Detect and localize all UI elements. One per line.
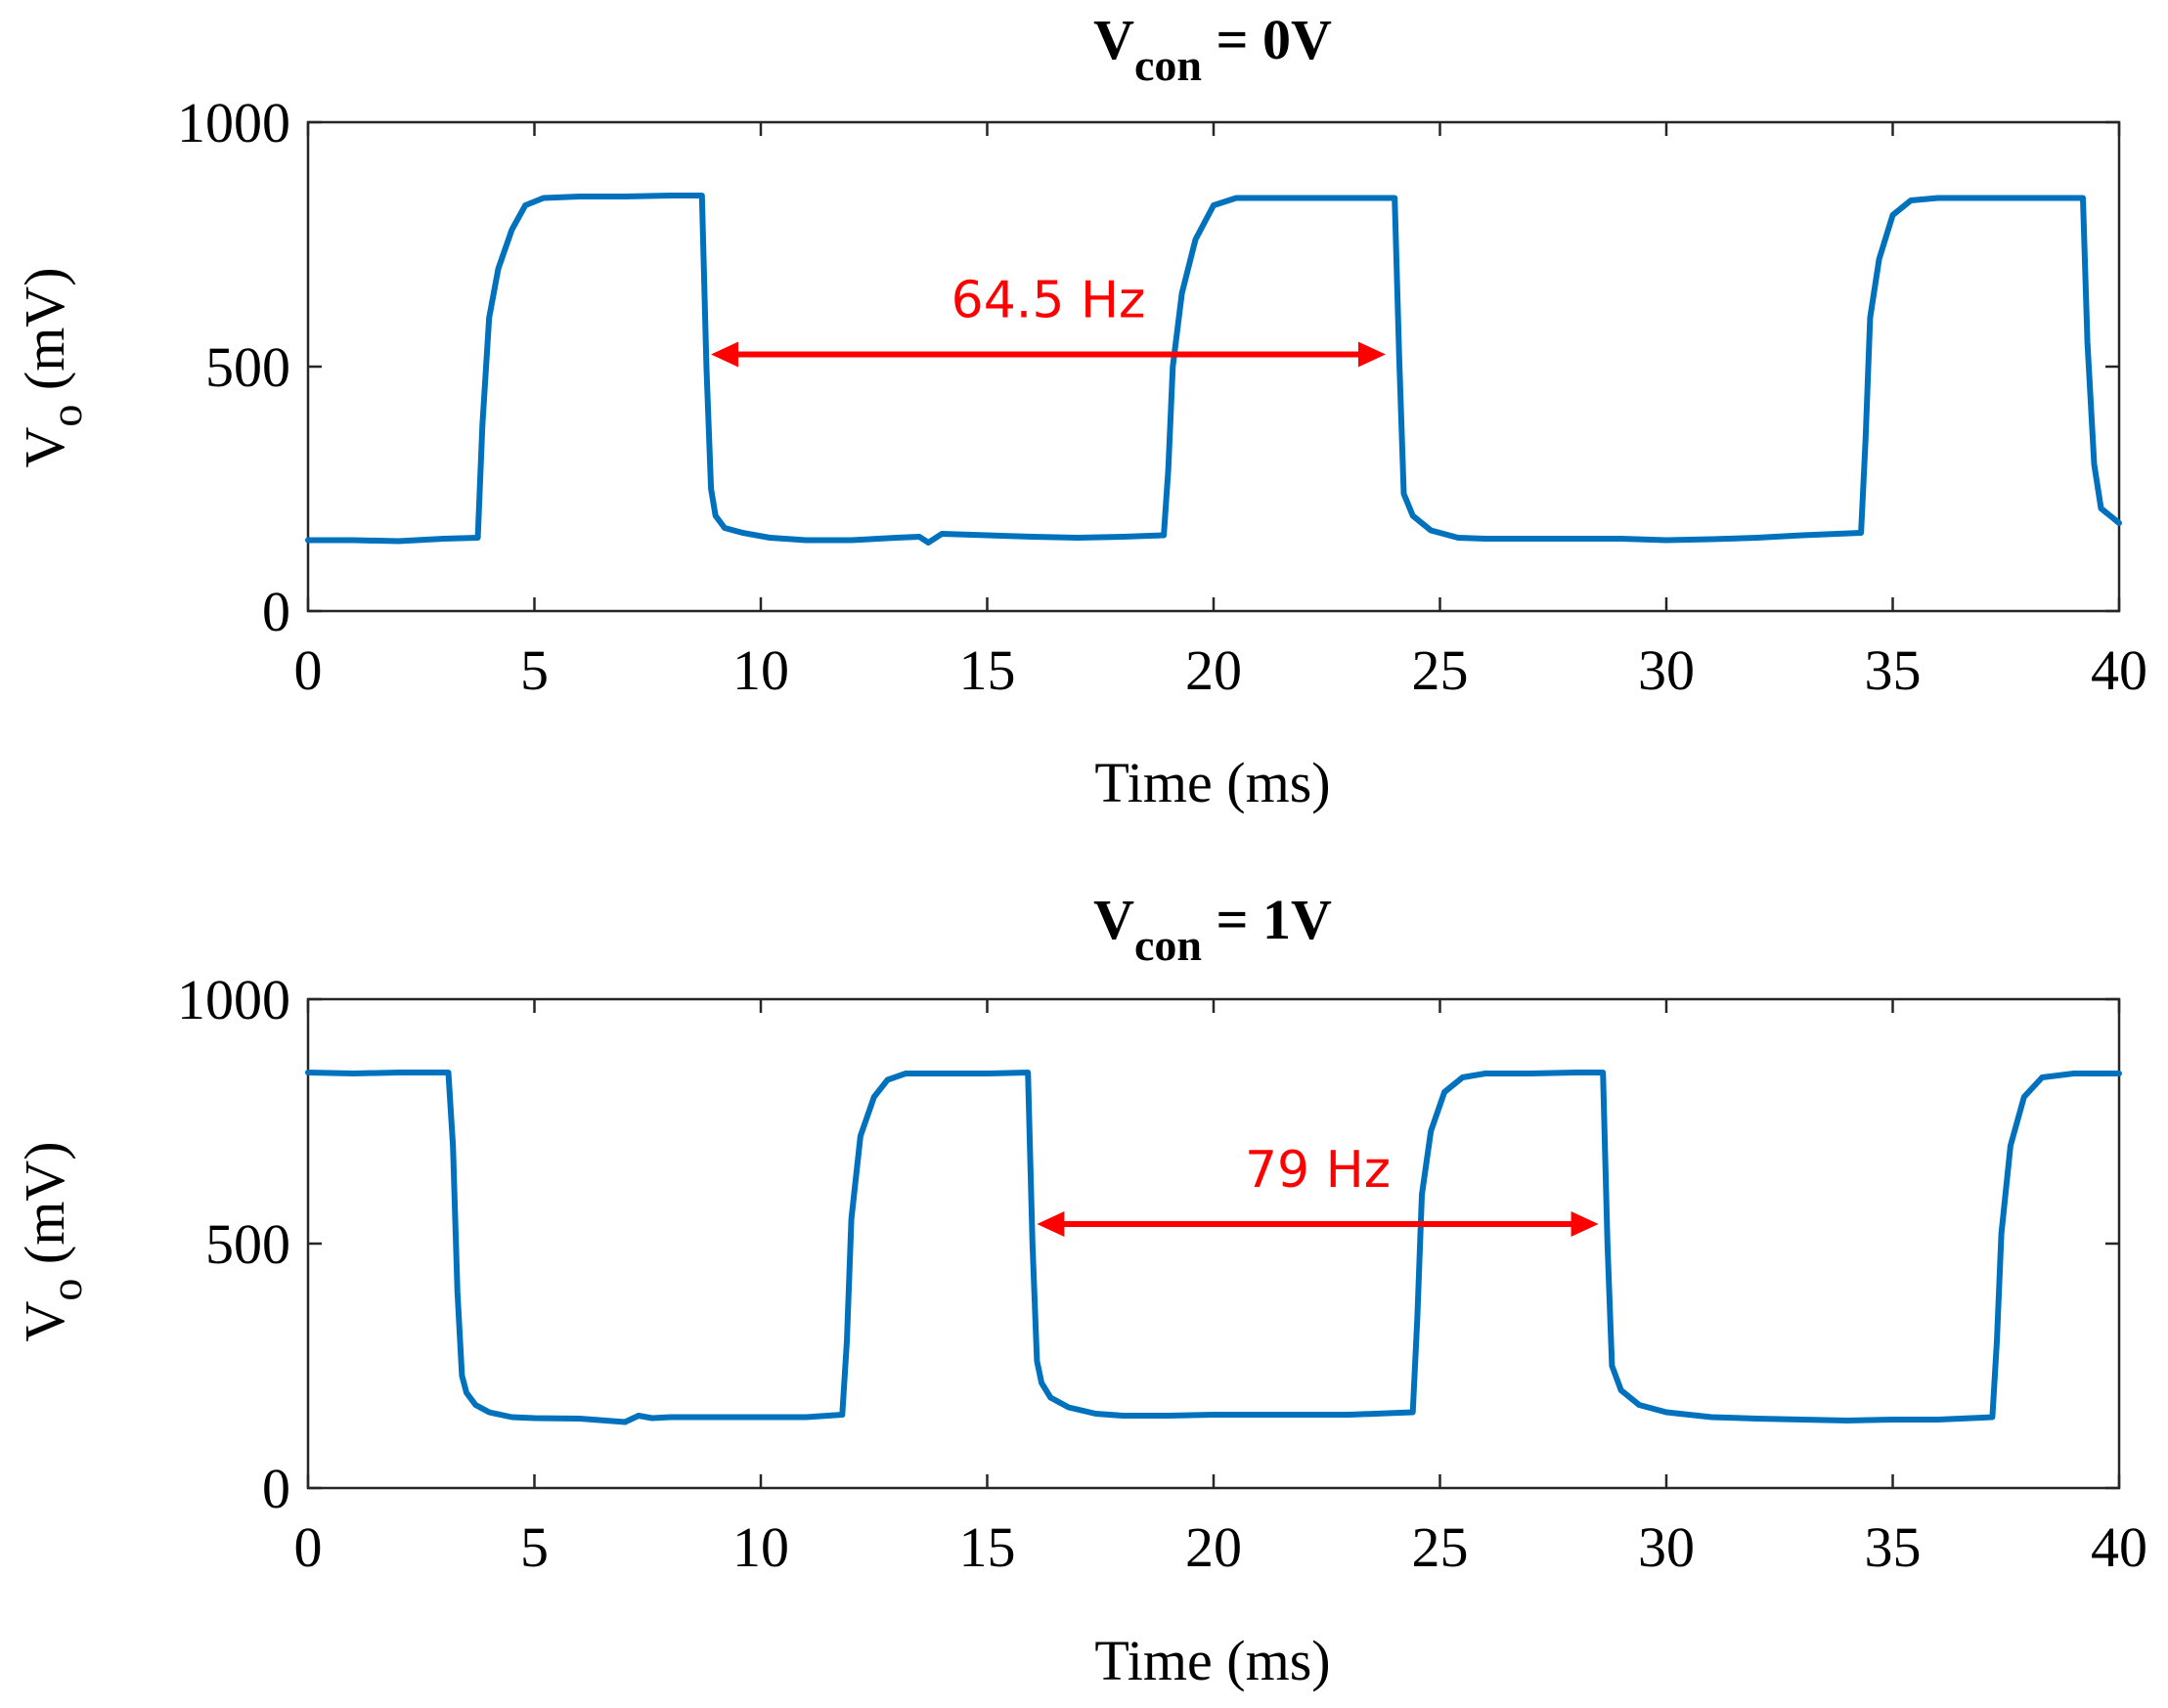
chart-title: Vcon = 1V xyxy=(1093,888,1332,970)
title-value: = 0V xyxy=(1202,8,1332,71)
y-axis-label: Vo (mV) xyxy=(13,1141,91,1341)
series-line-vo xyxy=(305,1070,2122,1425)
y-tick-label: 0 xyxy=(262,580,290,643)
chart-title: Vcon = 0V xyxy=(1093,8,1332,90)
x-tick-label: 35 xyxy=(1865,1515,1922,1579)
frequency-arrow-head-right xyxy=(1571,1211,1599,1237)
frequency-arrow-head-left xyxy=(1037,1211,1065,1237)
x-tick-label: 10 xyxy=(732,638,789,702)
x-tick-label: 10 xyxy=(732,1515,789,1579)
ylabel-subscript: o xyxy=(41,1279,91,1301)
x-tick-label: 15 xyxy=(959,1515,1016,1579)
title-value: = 1V xyxy=(1202,888,1332,951)
x-tick-label: 20 xyxy=(1185,638,1242,702)
y-axis-label: Vo (mV) xyxy=(13,267,91,467)
plot-area: 0 5 10 15 20 25 30 35 40 0 500 1000 64.5 Hz xyxy=(177,91,2147,702)
x-tick-label: 40 xyxy=(2091,638,2147,702)
x-tick-label: 30 xyxy=(1638,638,1695,702)
x-tick-label: 0 xyxy=(294,1515,323,1579)
x-tick-label: 5 xyxy=(520,1515,549,1579)
title-subscript: con xyxy=(1134,40,1202,90)
x-tick-label: 25 xyxy=(1412,638,1469,702)
x-tick-label: 0 xyxy=(294,638,323,702)
x-tick-label: 30 xyxy=(1638,1515,1695,1579)
y-tick-label: 500 xyxy=(205,335,290,399)
ylabel-unit: (mV) xyxy=(13,267,76,404)
x-axis-label: Time (ms) xyxy=(1094,751,1330,814)
title-main: V xyxy=(1093,8,1134,71)
y-tick-label: 0 xyxy=(262,1457,290,1520)
ylabel-main: V xyxy=(13,427,76,468)
series-line-vo xyxy=(305,193,2122,546)
title-main: V xyxy=(1093,888,1134,951)
y-tick-label: 500 xyxy=(205,1212,290,1276)
x-tick-label: 40 xyxy=(2091,1515,2147,1579)
y-tick-label: 1000 xyxy=(177,968,290,1031)
frequency-annotation-label: 79 Hz xyxy=(1245,1141,1391,1200)
x-tick-label: 15 xyxy=(959,638,1016,702)
x-tick-label: 25 xyxy=(1412,1515,1469,1579)
x-tick-label: 5 xyxy=(520,638,549,702)
x-axis-label: Time (ms) xyxy=(1094,1629,1330,1692)
ylabel-subscript: o xyxy=(41,405,91,427)
x-tick-label: 20 xyxy=(1185,1515,1242,1579)
ylabel-unit: (mV) xyxy=(13,1141,76,1278)
chart-panel-vcon-0v: Vcon = 0V 0 5 10 15 20 25 30 35 40 0 500 1000 64.5 H… xyxy=(13,8,2147,814)
title-subscript: con xyxy=(1134,920,1202,970)
ylabel-main: V xyxy=(13,1301,76,1342)
frequency-annotation-label: 64.5 Hz xyxy=(951,272,1146,330)
plot-area: 0 5 10 15 20 25 30 35 40 0 500 1000 79 Hz xyxy=(177,968,2147,1579)
x-tick-label: 35 xyxy=(1865,638,1922,702)
y-tick-label: 1000 xyxy=(177,91,290,154)
frequency-arrow-head-left xyxy=(711,341,739,368)
frequency-arrow-head-right xyxy=(1357,341,1386,368)
